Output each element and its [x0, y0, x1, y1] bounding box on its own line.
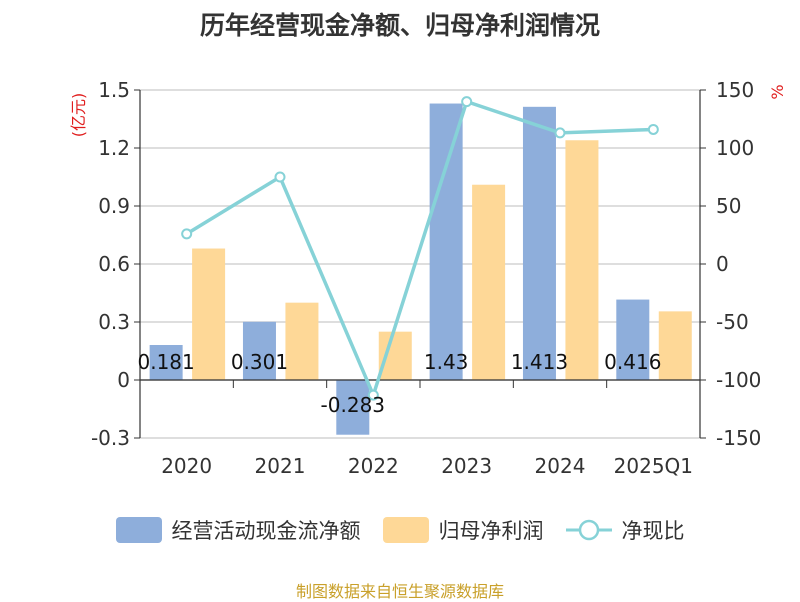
left-axis-tick-label: 0.9: [98, 194, 130, 218]
ratio-point: [461, 96, 473, 108]
legend-label-ratio: 净现比: [621, 519, 685, 543]
legend-swatch-net-profit: [382, 517, 429, 543]
left-axis-tick-label: 1.5: [98, 78, 130, 102]
x-axis-tick-label: 2022: [348, 454, 399, 478]
ratio-point: [554, 127, 566, 139]
legend-item-ratio[interactable]: 净现比: [565, 515, 685, 545]
right-axis-tick-label: -50: [716, 310, 749, 334]
ratio-line-path: [185, 99, 654, 401]
legend-label-cashflow: 经营活动现金流净额: [171, 519, 361, 543]
legend-swatch-ratio: [565, 519, 612, 541]
cashflow-bar: [242, 321, 276, 380]
right-axis-tick-label: -150: [716, 426, 761, 450]
legend-swatch-cashflow: [115, 517, 162, 543]
bars: [149, 103, 692, 435]
net-profit-bar: [565, 140, 599, 380]
cashflow-bar: [429, 103, 463, 381]
x-axis-tick-label: 2023: [441, 454, 492, 478]
chart-title: 历年经营现金净额、归母净利润情况: [199, 11, 600, 40]
chart-canvas: 0.181 0.301 -0.283 1.43 1.413 0.416 1.5 150 1.2…: [69, 78, 787, 478]
cashflow-data-label: 0.416: [604, 350, 661, 374]
cashflow-data-label: 0.301: [231, 350, 288, 374]
legend-item-cashflow[interactable]: 经营活动现金流净额: [115, 515, 361, 545]
left-axis-tick-label: 0: [117, 368, 130, 392]
source-note: 制图数据来自恒生聚源数据库: [295, 582, 504, 601]
right-axis-tick-label: 50: [716, 194, 741, 218]
legend-item-net-profit[interactable]: 归母净利润: [382, 515, 544, 545]
right-axis-tick-label: -100: [716, 368, 761, 392]
cashflow-bar: [616, 299, 650, 380]
x-axis-tick-label: 2025Q1: [614, 454, 693, 478]
ratio-point: [647, 123, 659, 135]
left-axis-tick-label: 1.2: [98, 136, 130, 160]
net-profit-bar: [472, 184, 506, 380]
ratio-point: [367, 389, 379, 401]
x-axis-tick-label: 2020: [161, 454, 212, 478]
cashflow-data-label: -0.283: [321, 393, 385, 417]
right-axis-tick-label: 100: [716, 136, 754, 160]
left-axis-tick-label: 0.6: [98, 252, 130, 276]
cashflow-bar: [149, 345, 183, 380]
cashflow-data-label: 0.181: [138, 350, 195, 374]
net-profit-bar: [658, 311, 692, 380]
left-axis-unit: (亿元): [69, 93, 88, 138]
x-axis-tick-label: 2021: [255, 454, 306, 478]
left-axis-tick-label: 0.3: [98, 310, 130, 334]
cashflow-bar: [522, 106, 556, 380]
data-labels: 0.181 0.301 -0.283 1.43 1.413 0.416: [138, 350, 662, 417]
legend: 经营活动现金流净额 归母净利润 净现比: [0, 515, 800, 545]
ratio-point: [181, 228, 193, 240]
cashflow-bar: [336, 380, 370, 435]
right-axis-unit: %: [768, 84, 787, 99]
net-profit-bar: [378, 331, 412, 380]
legend-label-net-profit: 归母净利润: [438, 519, 544, 543]
left-axis-tick-label: -0.3: [91, 426, 130, 450]
cashflow-data-label: 1.413: [511, 350, 568, 374]
ratio-line: [181, 96, 659, 401]
tick-labels: 1.5 150 1.2 100 0.9 50 0.6 0 0.3 -50 0 -100 -0.3 -150…: [91, 78, 761, 478]
net-profit-bar: [192, 248, 226, 380]
axes: [134, 89, 706, 439]
cashflow-data-label: 1.43: [424, 350, 469, 374]
net-profit-bar: [285, 302, 319, 380]
right-axis-tick-label: 0: [716, 252, 729, 276]
x-axis-tick-label: 2024: [535, 454, 586, 478]
ratio-point: [274, 171, 286, 183]
right-axis-tick-label: 150: [716, 78, 754, 102]
